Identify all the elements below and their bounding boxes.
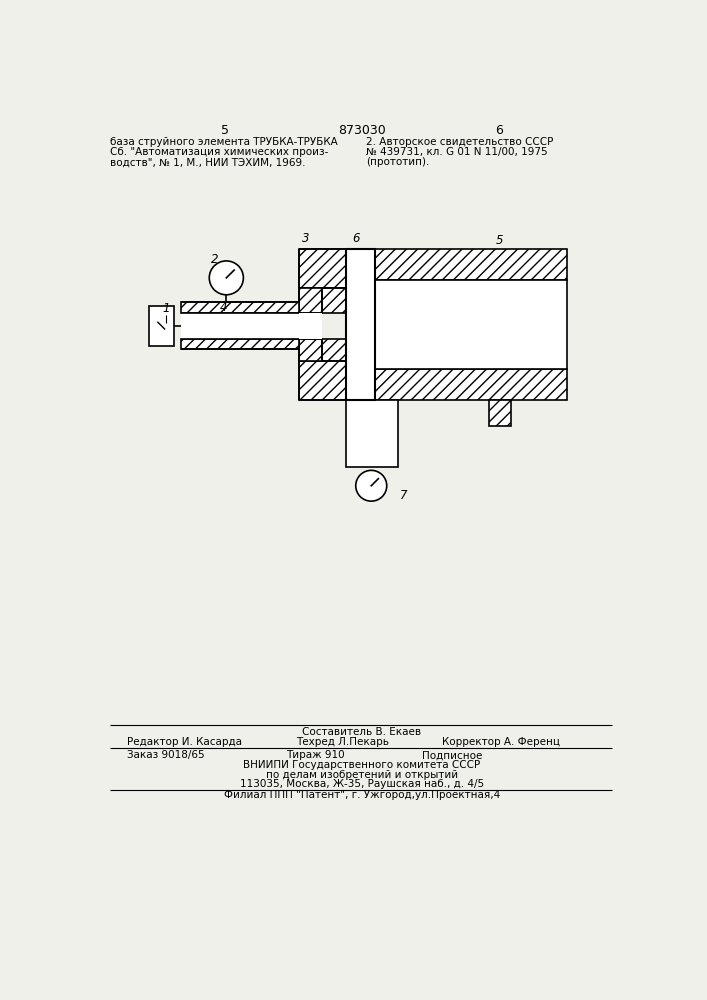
- Bar: [299, 339, 322, 361]
- Text: водств", № 1, М., НИИ ТЭХИМ, 1969.: водств", № 1, М., НИИ ТЭХИМ, 1969.: [110, 157, 305, 167]
- Text: 6: 6: [352, 232, 359, 245]
- Bar: [182, 302, 299, 312]
- Text: Филиал ППП "Патент", г. Ужгород,ул.Проектная,4: Филиал ППП "Патент", г. Ужгород,ул.Проек…: [224, 790, 500, 800]
- Bar: [369, 369, 567, 400]
- Circle shape: [356, 470, 387, 501]
- Text: 7: 7: [400, 489, 407, 502]
- Text: Корректор А. Ференц: Корректор А. Ференц: [442, 737, 560, 747]
- Text: 1: 1: [162, 302, 170, 315]
- Text: (прототип).: (прототип).: [366, 157, 429, 167]
- Text: Сб. "Автоматизация химических произ-: Сб. "Автоматизация химических произ-: [110, 147, 329, 157]
- Text: Тираж 910: Тираж 910: [286, 750, 344, 760]
- Text: ВНИИПИ Государственного комитета СССР: ВНИИПИ Государственного комитета СССР: [243, 760, 481, 770]
- Bar: [322, 288, 369, 312]
- Bar: [149, 306, 174, 346]
- Text: 6: 6: [495, 124, 503, 137]
- Text: 5: 5: [221, 124, 229, 137]
- Bar: [182, 339, 299, 349]
- Bar: [369, 280, 567, 369]
- Bar: [369, 249, 567, 280]
- Text: 3: 3: [302, 232, 309, 245]
- Text: 5: 5: [496, 234, 503, 247]
- Bar: [299, 249, 369, 288]
- Bar: [299, 312, 322, 339]
- Bar: [346, 400, 398, 466]
- Text: 2: 2: [211, 253, 218, 266]
- Text: Подписное: Подписное: [421, 750, 482, 760]
- Bar: [299, 361, 369, 400]
- Text: 2. Авторское свидетельство СССР: 2. Авторское свидетельство СССР: [366, 137, 553, 147]
- Text: Составитель В. Екаев: Составитель В. Екаев: [303, 727, 421, 737]
- Text: 113035, Москва, Ж-35, Раушская наб., д. 4/5: 113035, Москва, Ж-35, Раушская наб., д. …: [240, 779, 484, 789]
- Text: Редактор И. Касарда: Редактор И. Касарда: [127, 737, 242, 747]
- Text: № 439731, кл. G 01 N 11/00, 1975: № 439731, кл. G 01 N 11/00, 1975: [366, 147, 547, 157]
- Text: 4: 4: [221, 301, 228, 314]
- Bar: [322, 339, 369, 361]
- Circle shape: [209, 261, 243, 295]
- Bar: [489, 400, 510, 426]
- Bar: [346, 249, 375, 400]
- Text: Заказ 9018/65: Заказ 9018/65: [127, 750, 205, 760]
- Bar: [182, 312, 299, 339]
- Text: 873030: 873030: [338, 124, 386, 137]
- Text: Техред Л.Пекарь: Техред Л.Пекарь: [296, 737, 389, 747]
- Bar: [299, 288, 322, 312]
- Text: по делам изобретений и открытий: по делам изобретений и открытий: [266, 770, 458, 780]
- Text: база струйного элемента ТРУБКА-ТРУБКА: база струйного элемента ТРУБКА-ТРУБКА: [110, 137, 338, 147]
